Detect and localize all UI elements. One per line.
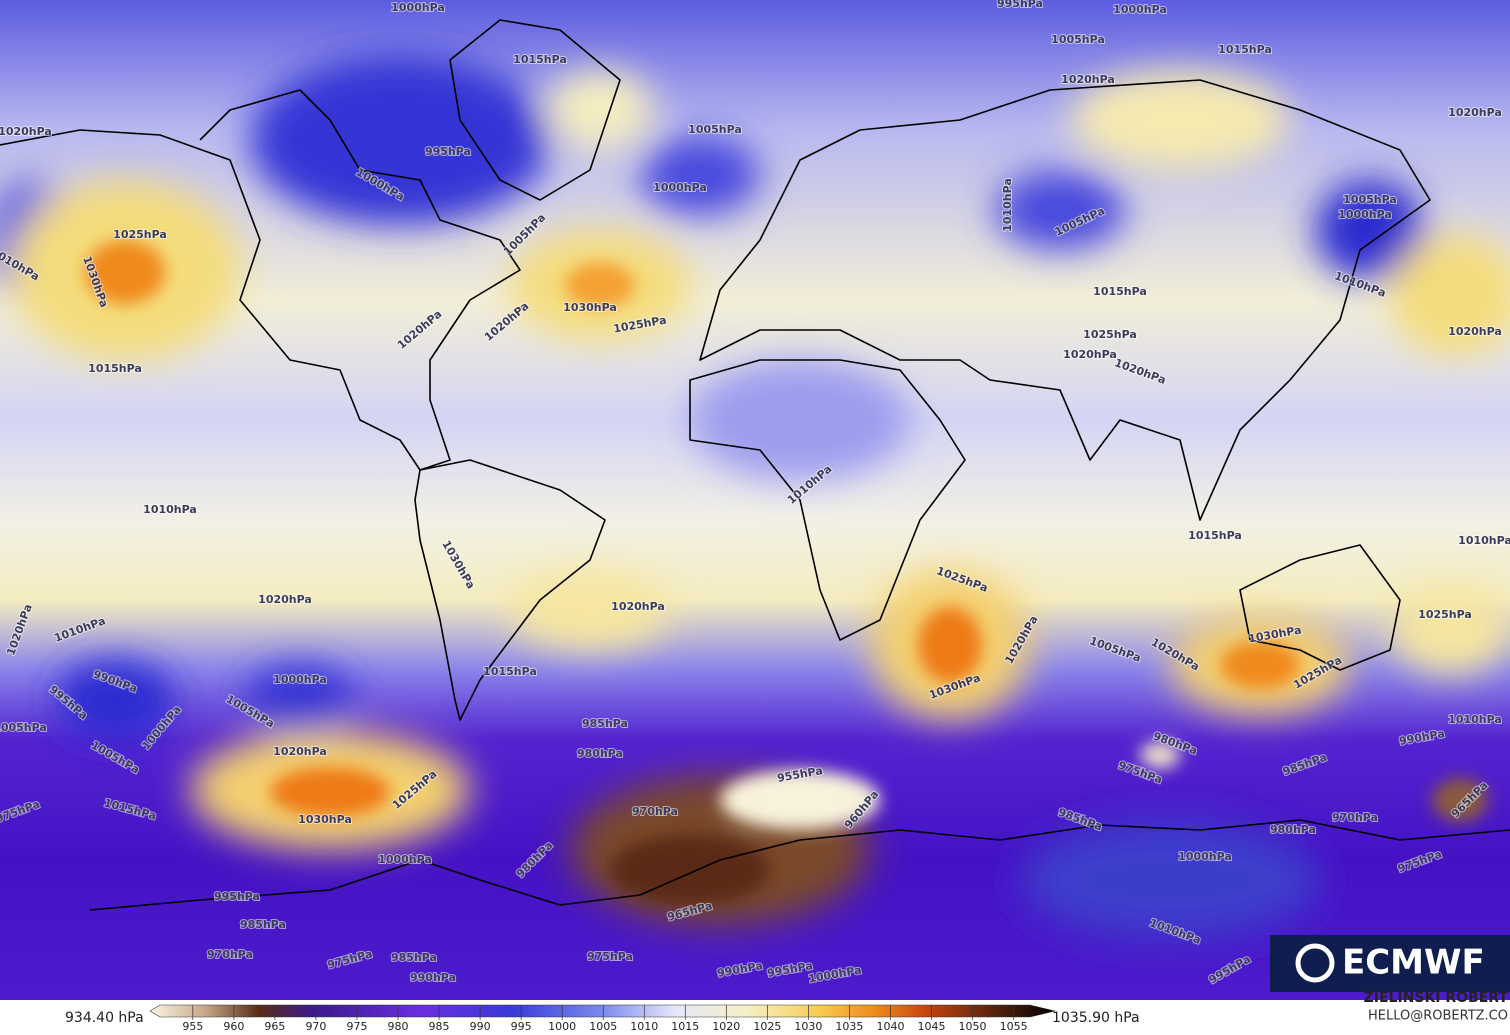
email: HELLO@ROBERTZ.CO	[1368, 1009, 1508, 1024]
colorbar-tick-label: 985	[429, 1020, 450, 1033]
contour-label: 1015hPa	[1218, 43, 1272, 56]
colorbar-tick-label: 1055	[1000, 1020, 1028, 1033]
colorbar-tick-label: 1025	[753, 1020, 781, 1033]
contour-label: 1020hPa	[1448, 106, 1502, 119]
contour-label: 1000hPa	[653, 181, 707, 194]
contour-label: 1025hPa	[1083, 328, 1137, 341]
contour-label: 1015hPa	[513, 53, 567, 66]
colorbar-tick-label: 970	[305, 1020, 326, 1033]
colorbar-tick-label: 1045	[918, 1020, 946, 1033]
contour-label: 1005hPa	[1343, 193, 1397, 206]
colorbar-tick-label: 1030	[794, 1020, 822, 1033]
logo-text: ECMWF	[1342, 943, 1485, 983]
pressure-field	[0, 0, 1510, 1000]
contour-label: 995hPa	[214, 890, 260, 903]
contour-label: 1010hPa	[1458, 534, 1510, 547]
contour-label: 1020hPa	[0, 125, 52, 138]
contour-label: 1025hPa	[1418, 608, 1472, 621]
contour-label: 1010hPa	[1001, 178, 1014, 232]
contour-label: 975hPa	[587, 950, 633, 963]
colorbar-tick-label: 960	[223, 1020, 244, 1033]
colorbar-tick-label: 1040	[876, 1020, 904, 1033]
coastlines	[0, 19, 1510, 911]
contour-label: 970hPa	[1332, 811, 1378, 824]
contour-label: 990hPa	[410, 971, 456, 984]
contour-label: 1000hPa	[1113, 3, 1167, 16]
colorbar-tick-label: 1000	[548, 1020, 576, 1033]
colorbar-tick-label: 1005	[589, 1020, 617, 1033]
contour-label: 1020hPa	[1061, 73, 1115, 86]
contour-label: 1030hPa	[298, 813, 352, 826]
max-label: 1035.90 hPa	[1052, 1010, 1140, 1026]
min-label: 934.40 hPa	[65, 1010, 144, 1026]
contour-label: 1025hPa	[113, 228, 167, 241]
contour-label: 1010hPa	[1448, 713, 1502, 726]
contour-label: 1020hPa	[273, 745, 327, 758]
contour-label: 1020hPa	[611, 600, 665, 613]
colorbar-tick-label: 1015	[671, 1020, 699, 1033]
author: ZIELINSKI ROBERT	[1364, 990, 1509, 1006]
contour-label: 1000hPa	[391, 1, 445, 14]
contour-label: 995hPa	[425, 145, 471, 158]
colorbar	[149, 1004, 1056, 1018]
contour-label: 1010hPa	[143, 503, 197, 516]
contour-label: 1020hPa	[258, 593, 312, 606]
contour-label: 1015hPa	[483, 665, 537, 678]
contour-label: 1005hPa	[688, 123, 742, 136]
contour-label: 970hPa	[632, 805, 678, 818]
colorbar-tick-label: 990	[470, 1020, 491, 1033]
colorbar-tick-label: 975	[346, 1020, 367, 1033]
contour-label: 1015hPa	[88, 362, 142, 375]
contour-label: 1005hPa	[1051, 33, 1105, 46]
contour-label: 1015hPa	[1093, 285, 1147, 298]
colorbar-tick-label: 1050	[959, 1020, 987, 1033]
contour-label: 1005hPa	[0, 721, 47, 734]
colorbar-tick-label: 1035	[835, 1020, 863, 1033]
colorbar-ticks: 955 960 965 970 975 980 985 990 995 1000 1005 1010 1…	[182, 1005, 1028, 1033]
colorbar-tick-label: 965	[264, 1020, 285, 1033]
contour-label: 985hPa	[582, 717, 628, 730]
contour-label: 995hPa	[997, 0, 1043, 10]
contour-label: 970hPa	[207, 948, 253, 961]
contour-label: 1000hPa	[378, 853, 432, 866]
contour-label: 985hPa	[240, 918, 286, 931]
contour-label: 1000hPa	[1338, 208, 1392, 221]
colorbar-tick-label: 1020	[712, 1020, 740, 1033]
contour-label: 1020hPa	[1448, 325, 1502, 338]
contour-label: 985hPa	[391, 951, 437, 964]
colorbar-tick-label: 1010	[630, 1020, 658, 1033]
contour-label: 1000hPa	[1178, 850, 1232, 863]
contour-label: 1020hPa	[1063, 348, 1117, 361]
contour-label: 1015hPa	[1188, 529, 1242, 542]
contour-label: 980hPa	[1270, 823, 1316, 836]
colorbar-tick-label: 955	[182, 1020, 203, 1033]
contour-label: 1000hPa	[273, 673, 327, 686]
colorbar-tick-label: 980	[388, 1020, 409, 1033]
contour-label: 1030hPa	[563, 301, 617, 314]
logo-mark	[1295, 943, 1335, 983]
colorbar-tick-label: 995	[511, 1020, 532, 1033]
contour-label: 980hPa	[577, 747, 623, 760]
